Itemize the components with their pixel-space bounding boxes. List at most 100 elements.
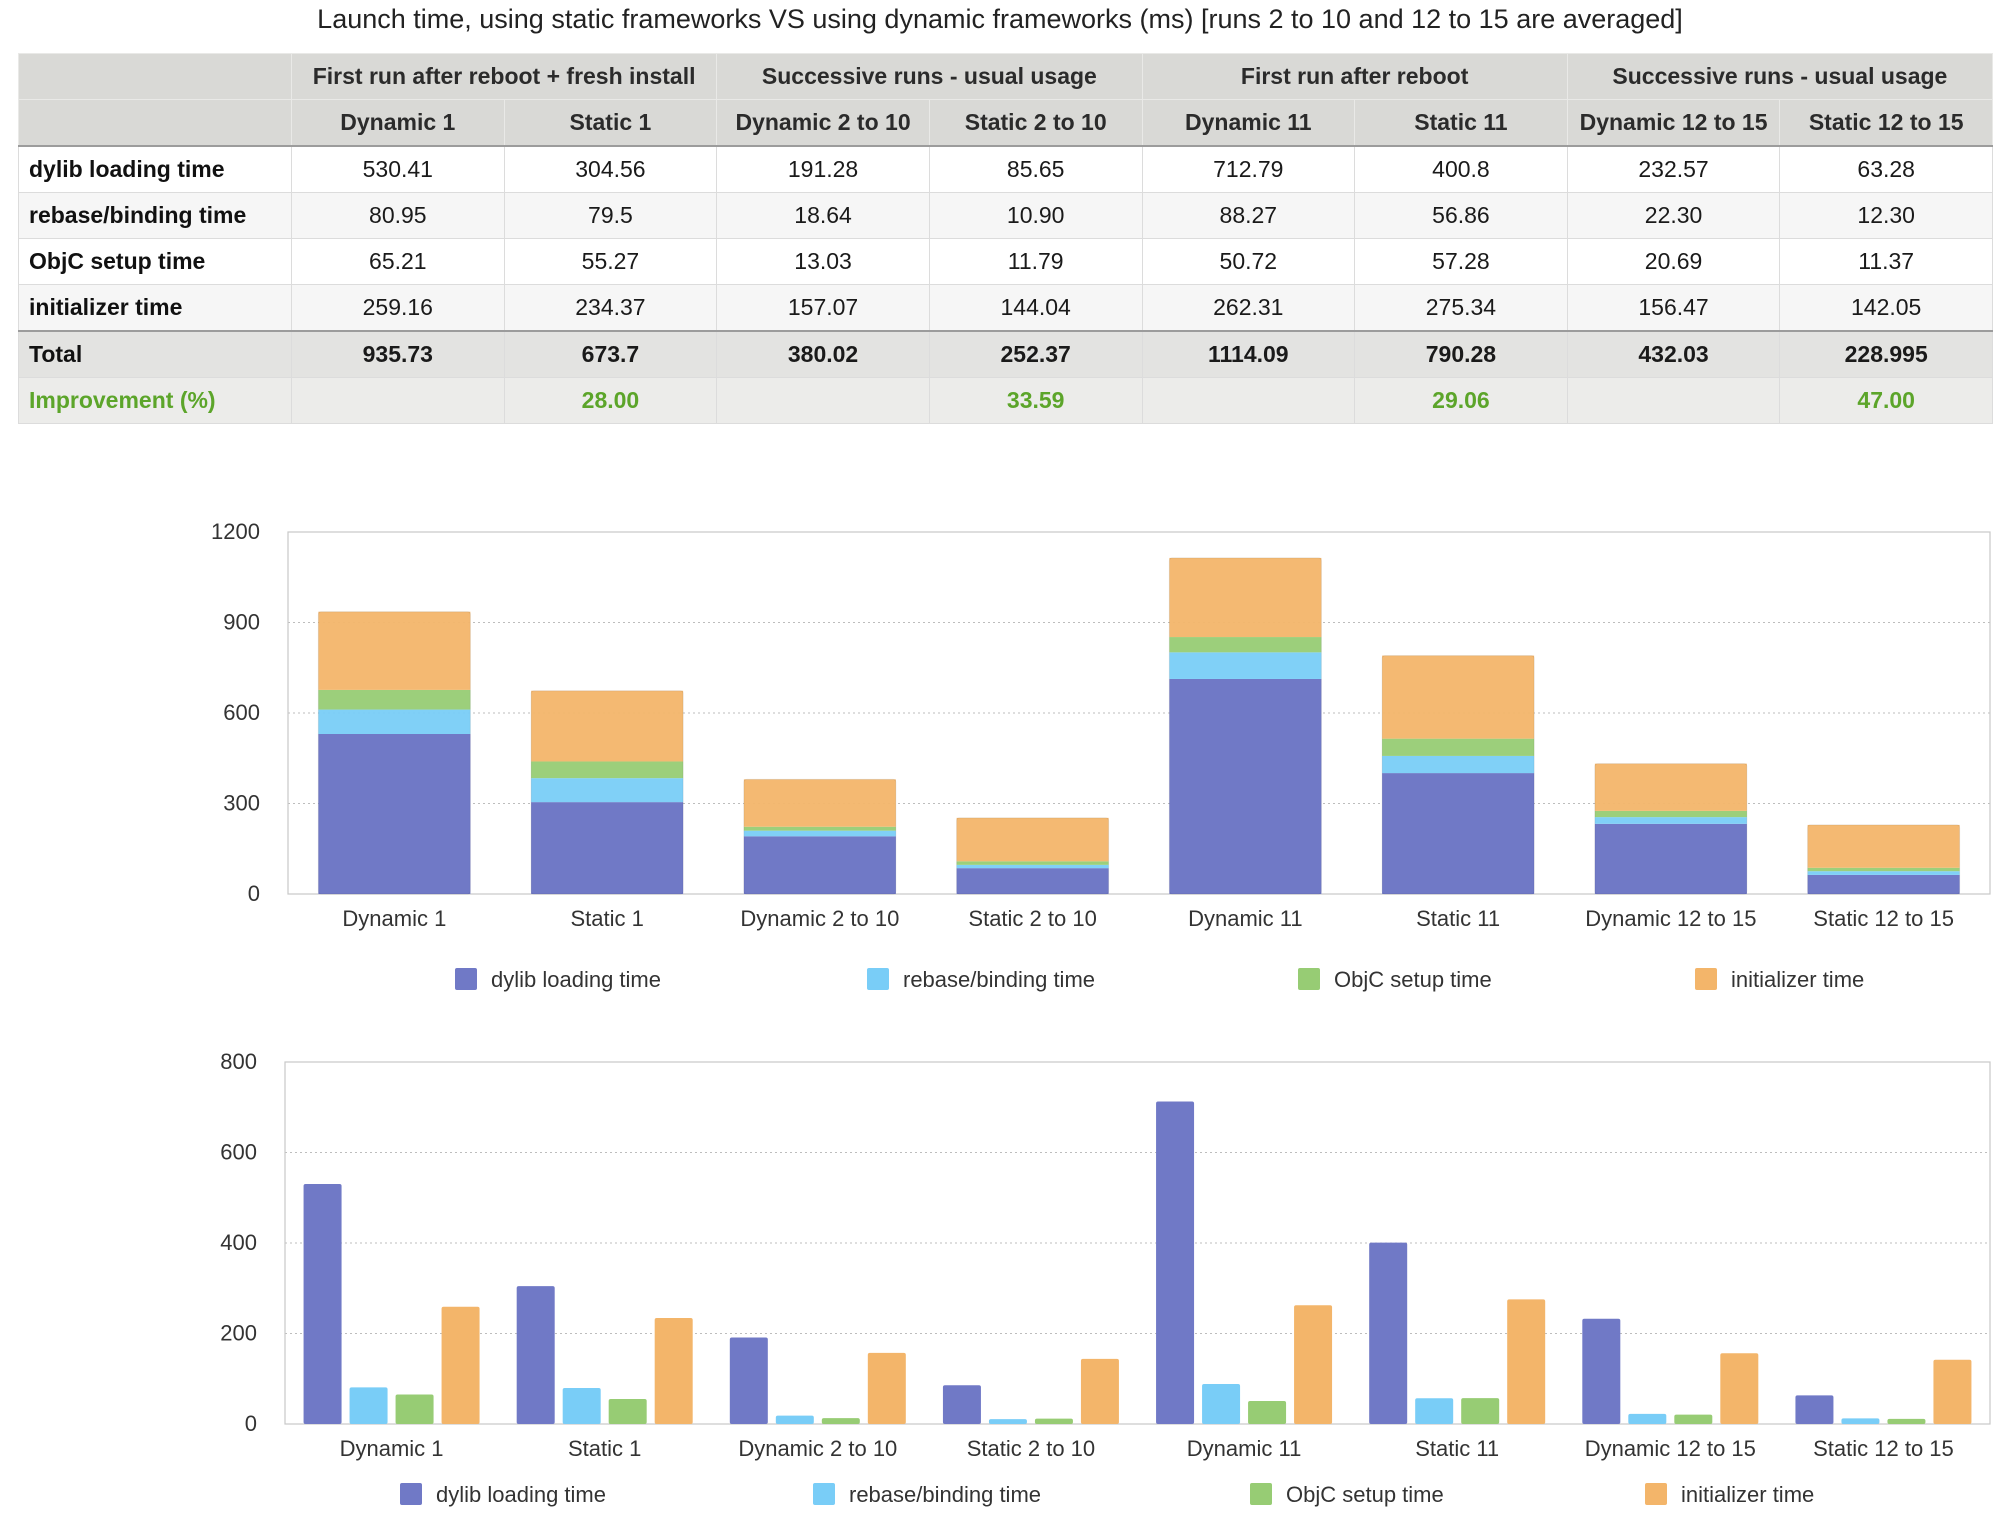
- legend-swatch: [813, 1483, 835, 1505]
- table-cell: 22.30: [1566, 192, 1781, 239]
- group-header: First run after reboot + fresh install: [290, 53, 718, 100]
- table-cell: 11.37: [1779, 238, 1993, 285]
- table-cell: 56.86: [1354, 192, 1568, 239]
- bar: [867, 1352, 906, 1424]
- table-cell: 1114.09: [1141, 330, 1356, 378]
- legend-label: rebase/binding time: [849, 1482, 1041, 1507]
- bar-outline: [1381, 655, 1535, 895]
- table-cell: 57.28: [1354, 238, 1568, 285]
- stacked-bar-chart: 0 300 600 900 1200 Dynamic 1 Static 1 Dynamic 2…: [211, 519, 1991, 992]
- bar-segment: [531, 690, 684, 762]
- table-corner-cell: [18, 99, 292, 147]
- table-cell: 80.95: [291, 192, 505, 239]
- bar: [775, 1415, 814, 1424]
- table-cell: 63.28: [1779, 145, 1993, 193]
- bar-segment: [318, 689, 471, 710]
- bar-segment: [1382, 773, 1535, 894]
- plot-frame: [287, 531, 1991, 895]
- bar-segment: [1594, 817, 1747, 824]
- bar-segment: [1807, 824, 1960, 868]
- bar: [988, 1419, 1027, 1424]
- column-header: Static 2 to 10: [928, 99, 1143, 147]
- bar-segment: [743, 779, 896, 827]
- y-tick-label: 900: [223, 610, 260, 635]
- bar: [1720, 1353, 1759, 1424]
- y-tick-label: 300: [223, 791, 260, 816]
- legend-swatch: [867, 968, 889, 990]
- bar: [942, 1385, 981, 1424]
- table-cell: 380.02: [716, 330, 930, 378]
- bar-segment: [531, 778, 684, 803]
- table-cell: 142.05: [1779, 284, 1993, 332]
- table-cell: [1566, 377, 1781, 424]
- table-cell: 232.57: [1566, 145, 1781, 193]
- table-cell: 935.73: [291, 330, 505, 378]
- column-header: Static 11: [1354, 99, 1568, 147]
- table-cell: 259.16: [291, 284, 505, 332]
- bar-outline: [1594, 763, 1748, 895]
- group-header: First run after reboot: [1141, 53, 1568, 100]
- table-row: ObjC setup time 65.21 55.27 13.03 11.79 50.72…: [18, 238, 1993, 285]
- y-tick-label: 0: [245, 1411, 257, 1436]
- bar-segment: [743, 836, 896, 894]
- row-label: initializer time: [18, 284, 292, 332]
- bar: [1628, 1413, 1667, 1424]
- bar-outline: [743, 778, 897, 895]
- legend-swatch: [1695, 968, 1717, 990]
- bar-segment: [318, 733, 471, 894]
- x-tick-label: Static 2 to 10: [967, 1436, 1095, 1461]
- legend-label: dylib loading time: [436, 1482, 606, 1507]
- table-group-header-row: First run after reboot + fresh install S…: [18, 53, 1994, 100]
- table-cell: 191.28: [716, 145, 930, 193]
- x-tick-label: Static 11: [1416, 906, 1500, 931]
- bar-segment: [318, 709, 471, 734]
- table-cell: 234.37: [503, 284, 718, 332]
- table-cell: 530.41: [291, 145, 505, 193]
- bar: [1933, 1359, 1972, 1424]
- chart-title: Launch time, using static frameworks VS …: [317, 4, 1683, 34]
- table-cell: 79.5: [503, 192, 718, 239]
- bar-segment: [1382, 738, 1535, 756]
- y-tick-label: 1200: [211, 519, 260, 544]
- table-column-header-row: Dynamic 1 Static 1 Dynamic 2 to 10 Stati…: [18, 99, 1993, 147]
- bar: [1369, 1242, 1408, 1424]
- bar: [1248, 1401, 1287, 1424]
- bar-segment: [956, 817, 1109, 862]
- table-cell: 228.995: [1779, 330, 1993, 378]
- bar-segment: [1169, 678, 1322, 894]
- y-tick-label: 600: [220, 1140, 257, 1165]
- row-label: ObjC setup time: [18, 238, 292, 285]
- bar-segment: [1807, 874, 1960, 894]
- bar: [1156, 1101, 1195, 1424]
- bar: [729, 1337, 768, 1424]
- table-cell: 50.72: [1141, 238, 1356, 285]
- legend-label: rebase/binding time: [903, 967, 1095, 992]
- bar-segment: [1807, 867, 1960, 872]
- y-tick-label: 200: [220, 1321, 257, 1346]
- bar: [1034, 1418, 1073, 1424]
- bar-segment: [956, 864, 1109, 869]
- bar-segment: [1594, 763, 1747, 811]
- x-tick-label: Dynamic 1: [340, 1436, 444, 1461]
- legend-label: ObjC setup time: [1286, 1482, 1444, 1507]
- x-tick-label: Static 1: [570, 906, 643, 931]
- column-header: Dynamic 11: [1141, 99, 1356, 147]
- y-tick-label: 800: [220, 1049, 257, 1074]
- table-cell: [716, 377, 930, 424]
- legend-label: initializer time: [1731, 967, 1864, 992]
- x-tick-label: Dynamic 12 to 15: [1585, 906, 1756, 931]
- legend-label: dylib loading time: [491, 967, 661, 992]
- group-header: Successive runs - usual usage: [716, 53, 1143, 100]
- table-cell: 144.04: [928, 284, 1143, 332]
- legend-label: ObjC setup time: [1334, 967, 1492, 992]
- column-header: Static 1: [503, 99, 718, 147]
- table-cell: 29.06: [1354, 377, 1568, 424]
- x-tick-label: Dynamic 2 to 10: [740, 906, 899, 931]
- legend-swatch: [1250, 1483, 1272, 1505]
- bar: [562, 1388, 601, 1424]
- row-label: Improvement (%): [18, 377, 292, 424]
- table-cell: 10.90: [928, 192, 1143, 239]
- table-cell: 20.69: [1566, 238, 1781, 285]
- x-tick-label: Static 2 to 10: [968, 906, 1096, 931]
- x-tick-label: Dynamic 12 to 15: [1585, 1436, 1756, 1461]
